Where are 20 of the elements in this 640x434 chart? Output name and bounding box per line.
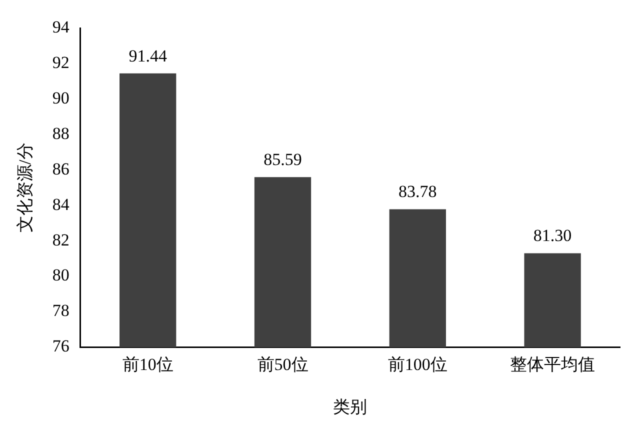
data-label: 81.30 [533,226,572,246]
data-label: 91.44 [128,46,168,66]
y-tick-label: 94 [52,17,70,36]
y-tick-label: 88 [52,124,70,143]
y-tick-label: 86 [52,159,70,178]
x-tick-label: 前50位 [257,354,308,374]
x-tick-label: 前10位 [122,354,174,374]
x-tick-label: 整体平均值 [510,354,596,374]
x-axis-title: 类别 [333,397,368,416]
y-tick-label: 84 [52,194,70,214]
y-tick-label: 82 [52,230,70,250]
y-axis-title: 文化资源/分 [16,142,35,232]
x-tick-label: 前100位 [388,354,448,374]
data-label: 83.78 [398,182,437,202]
y-tick-label: 76 [52,336,70,356]
y-tick-label: 80 [52,266,70,285]
y-tick-label: 92 [52,52,70,72]
y-tick-label: 78 [52,301,70,320]
data-label: 85.59 [264,150,302,170]
y-tick-label: 90 [52,88,70,108]
